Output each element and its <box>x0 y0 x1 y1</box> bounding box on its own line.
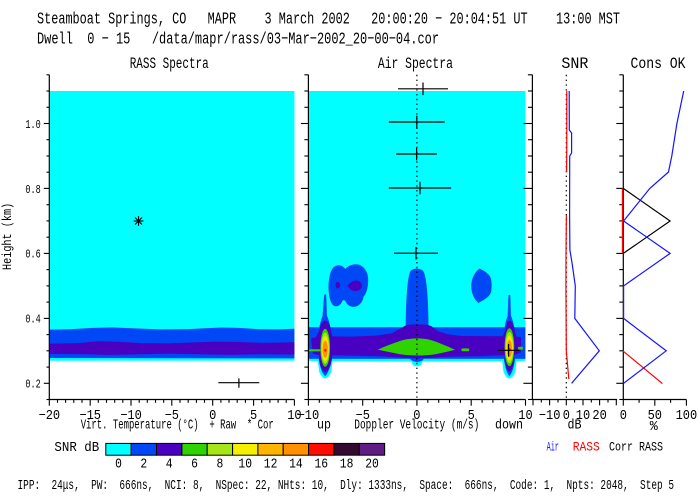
svg-text:5: 5 <box>468 409 475 424</box>
svg-text:−10: −10 <box>539 409 561 424</box>
svg-text:0: 0 <box>413 409 420 424</box>
svg-text:10: 10 <box>238 457 252 472</box>
svg-text:−10: −10 <box>298 409 320 424</box>
svg-text:10: 10 <box>287 409 301 424</box>
svg-text:down: down <box>495 418 523 434</box>
svg-text:8: 8 <box>217 457 224 472</box>
svg-text:6: 6 <box>191 457 198 472</box>
svg-text:10: 10 <box>518 409 532 424</box>
svg-text:dB: dB <box>568 418 582 434</box>
svg-text:5: 5 <box>250 409 257 424</box>
svg-text:2: 2 <box>140 457 147 472</box>
svg-text:20: 20 <box>592 409 606 424</box>
svg-text:SNR dB: SNR dB <box>54 441 99 456</box>
svg-text:0: 0 <box>620 409 627 424</box>
svg-text:−10: −10 <box>120 409 142 424</box>
svg-text:IPP: 24μs, PW: 666ns, NCI:: IPP: 24μs, PW: 666ns, NCI: 8, NSpec: 22,… <box>18 479 675 494</box>
svg-text:%: % <box>650 419 659 435</box>
svg-text:10: 10 <box>576 409 590 424</box>
svg-text:1.0: 1.0 <box>25 118 40 132</box>
svg-text:RASS: RASS <box>573 440 600 454</box>
svg-text:0.2: 0.2 <box>25 378 40 392</box>
svg-text:Corr RASS: Corr RASS <box>609 440 663 454</box>
svg-text:Height (km): Height (km) <box>0 203 15 270</box>
svg-text:Air: Air <box>547 440 559 454</box>
svg-text:Air Spectra: Air Spectra <box>378 55 453 73</box>
svg-text:−15: −15 <box>79 409 101 424</box>
svg-text:0.4: 0.4 <box>25 313 40 327</box>
svg-text:0.6: 0.6 <box>25 248 40 262</box>
svg-text:12: 12 <box>264 457 278 472</box>
svg-text:up: up <box>317 418 331 434</box>
svg-text:SNR: SNR <box>561 55 588 73</box>
svg-text:Virt. Temperature (°C) + Raw: Virt. Temperature (°C) + Raw * Cor <box>81 418 274 434</box>
svg-text:Dwell 0 − 15 /data/mapr/ras: Dwell 0 − 15 /data/mapr/rass/03−Mar−2002… <box>37 31 439 50</box>
svg-text:−5: −5 <box>356 409 370 424</box>
svg-text:4: 4 <box>166 457 173 472</box>
svg-text:RASS Spectra: RASS Spectra <box>130 55 209 73</box>
svg-text:0: 0 <box>209 409 216 424</box>
svg-text:Steamboat Springs, CO MAPR: Steamboat Springs, CO MAPR 3 March 2002 … <box>37 11 620 30</box>
svg-text:16: 16 <box>315 457 329 472</box>
svg-text:0.8: 0.8 <box>25 183 40 197</box>
svg-text:18: 18 <box>340 457 354 472</box>
svg-text:100: 100 <box>676 409 698 424</box>
svg-text:14: 14 <box>289 457 303 472</box>
svg-text:−5: −5 <box>165 409 179 424</box>
svg-text:50: 50 <box>648 409 662 424</box>
svg-text:20: 20 <box>365 457 379 472</box>
svg-text:Cons OK: Cons OK <box>631 55 687 73</box>
svg-text:Doppler Velocity (m/s): Doppler Velocity (m/s) <box>354 418 479 434</box>
svg-text:−20: −20 <box>39 409 61 424</box>
svg-text:0: 0 <box>115 457 122 472</box>
svg-text:0: 0 <box>563 409 570 424</box>
